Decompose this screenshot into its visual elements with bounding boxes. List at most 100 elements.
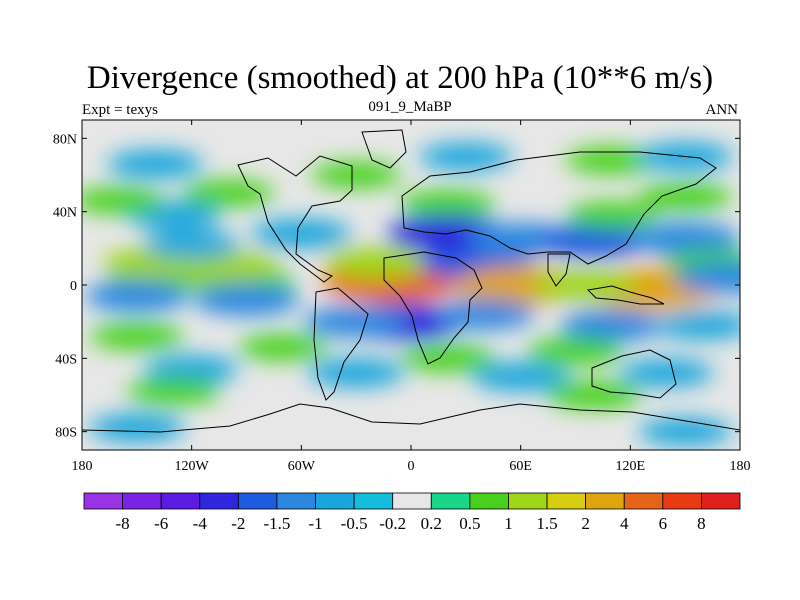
greenland-outline bbox=[361, 129, 407, 169]
y-tick-label-1: 40N bbox=[53, 206, 77, 221]
x-tick-label-1: 120W bbox=[175, 459, 210, 474]
colorbar-swatch-3 bbox=[199, 492, 239, 510]
colorbar-swatch-9 bbox=[430, 492, 471, 510]
x-tick-label-4: 60E bbox=[509, 459, 532, 474]
season-label: ANN bbox=[705, 102, 739, 118]
india-outline bbox=[547, 253, 571, 287]
x-tick-label-5: 120E bbox=[616, 459, 646, 474]
colorbar-swatch-10 bbox=[469, 492, 509, 510]
field-region-19 bbox=[399, 189, 496, 219]
field-region-35 bbox=[655, 310, 740, 340]
colorbar-label-1: -6 bbox=[154, 514, 168, 533]
colorbar-label-9: 0.5 bbox=[459, 514, 480, 533]
field-region-45 bbox=[545, 380, 642, 410]
x-tick-label-2: 60W bbox=[288, 459, 316, 474]
x-tick-label-0: 180 bbox=[72, 459, 93, 474]
y-tick-label-4: 80S bbox=[55, 426, 77, 441]
antarctica-outline bbox=[82, 403, 740, 433]
field-region-41 bbox=[308, 358, 405, 388]
field-region-3 bbox=[177, 251, 280, 282]
colorbar-label-3: -2 bbox=[231, 514, 245, 533]
south-america-outline bbox=[313, 287, 369, 401]
colorbar-label-8: 0.2 bbox=[421, 514, 442, 533]
y-tick-label-3: 40S bbox=[55, 352, 77, 367]
field-region-5 bbox=[193, 283, 300, 316]
colorbar-swatch-14 bbox=[623, 492, 664, 510]
colorbar-swatch-7 bbox=[353, 492, 394, 510]
colorbar-swatch-6 bbox=[315, 492, 355, 510]
colorbar-label-2: -4 bbox=[193, 514, 208, 533]
colorbar-swatch-2 bbox=[160, 492, 201, 510]
colorbar-label-4: -1.5 bbox=[263, 514, 290, 533]
field-region-42 bbox=[471, 361, 570, 392]
field-region-29 bbox=[531, 269, 638, 301]
continent-outlines bbox=[82, 129, 740, 433]
field-region-23 bbox=[630, 222, 740, 256]
field-region-34 bbox=[560, 309, 665, 341]
field-region-43 bbox=[619, 358, 714, 388]
field-region-33 bbox=[433, 299, 536, 330]
field-region-24 bbox=[566, 201, 659, 230]
field-region-46 bbox=[88, 413, 185, 443]
colorbar-swatch-1 bbox=[122, 492, 162, 510]
run-label: 091_9_MaBP bbox=[368, 99, 452, 115]
field-region-10 bbox=[182, 179, 275, 208]
colorbar-label-14: 6 bbox=[659, 514, 668, 533]
field-region-4 bbox=[84, 280, 189, 312]
colorbar-swatch-13 bbox=[585, 492, 625, 510]
field-region-36 bbox=[89, 322, 184, 351]
colorbar-swatch-16 bbox=[701, 492, 741, 510]
colorbar-label-13: 4 bbox=[620, 514, 629, 533]
maritime-continent-outline bbox=[586, 285, 665, 305]
field-region-13 bbox=[418, 142, 513, 171]
field-region-6 bbox=[143, 230, 240, 260]
field-region-44 bbox=[126, 377, 221, 406]
colorbar-label-0: -8 bbox=[116, 514, 130, 533]
colorbar-label-15: 8 bbox=[697, 514, 706, 533]
colorbar-swatch-4 bbox=[237, 492, 278, 510]
colorbar-label-10: 1 bbox=[504, 514, 513, 533]
eurasia-outline bbox=[401, 151, 717, 265]
field-region-25 bbox=[638, 182, 733, 212]
colorbar-swatch-5 bbox=[276, 492, 316, 510]
y-tick-label-2: 0 bbox=[70, 279, 77, 294]
colorbar-swatch-11 bbox=[508, 492, 548, 510]
field-region-39 bbox=[527, 336, 624, 366]
x-axis: 180 120W 60W 0 60E 120E 180 bbox=[72, 120, 751, 474]
divergence-field bbox=[82, 142, 740, 446]
colorbar-swatch-15 bbox=[662, 492, 702, 510]
colorbar-label-6: -0.5 bbox=[341, 514, 368, 533]
field-region-38 bbox=[400, 344, 495, 373]
field-region-7 bbox=[251, 218, 352, 249]
field-region-11 bbox=[107, 149, 204, 179]
x-tick-label-3: 0 bbox=[408, 459, 415, 474]
field-region-47 bbox=[638, 417, 733, 446]
north-america-outline bbox=[237, 155, 353, 283]
field-region-9 bbox=[82, 186, 165, 215]
africa-outline bbox=[383, 251, 483, 365]
colorbar-swatch-0 bbox=[83, 492, 123, 510]
field-region-12 bbox=[311, 161, 402, 189]
colorbar-swatch-8 bbox=[392, 492, 432, 510]
y-axis: 80N 40N 0 40S 80S bbox=[53, 132, 740, 441]
field-region-37 bbox=[238, 333, 329, 361]
y-tick-label-0: 80N bbox=[53, 132, 77, 147]
map-area bbox=[82, 120, 740, 450]
plot-title: Divergence (smoothed) at 200 hPa (10**6 … bbox=[86, 60, 714, 96]
field-region-17 bbox=[324, 246, 433, 280]
colorbar-swatch-12 bbox=[546, 492, 587, 510]
colorbar-label-11: 1.5 bbox=[536, 514, 557, 533]
colorbar-label-5: -1 bbox=[308, 514, 322, 533]
field-region-40 bbox=[144, 355, 239, 384]
x-tick-label-6: 180 bbox=[730, 459, 751, 474]
field-region-22 bbox=[537, 224, 650, 258]
field-region-14 bbox=[565, 146, 660, 175]
field-region-32 bbox=[304, 306, 409, 338]
field-region-30 bbox=[673, 262, 740, 294]
australia-outline bbox=[591, 349, 677, 399]
colorbar-label-7: -0.2 bbox=[379, 514, 406, 533]
colorbar-label-12: 2 bbox=[581, 514, 590, 533]
experiment-label: Expt = texys bbox=[82, 102, 158, 118]
colorbar: -8 -6 -4 -2 -1.5 -1 -0.5 -0.2 0.2 0.5 1 1.5 2 4 6 8 bbox=[83, 492, 741, 533]
